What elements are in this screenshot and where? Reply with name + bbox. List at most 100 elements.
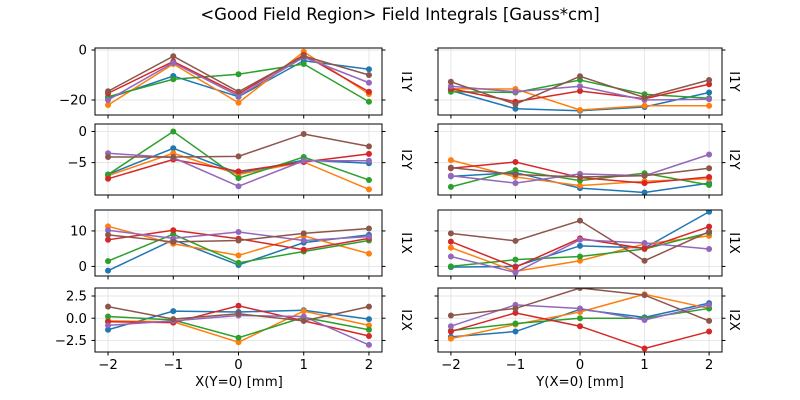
data-point-orange xyxy=(706,102,713,109)
data-point-blue xyxy=(641,189,648,195)
data-point-brown xyxy=(577,73,583,80)
data-point-orange xyxy=(447,157,454,164)
row-label-I1Y: I1Y xyxy=(398,71,413,92)
data-point-brown xyxy=(170,238,177,245)
data-point-purple xyxy=(235,183,242,190)
data-point-brown xyxy=(512,101,519,108)
data-point-red xyxy=(706,81,713,88)
data-point-green xyxy=(235,175,242,182)
data-point-blue xyxy=(512,328,519,335)
data-point-green xyxy=(577,315,583,322)
data-point-orange xyxy=(105,102,112,108)
y-tick-label: 10 xyxy=(70,225,87,240)
data-point-brown xyxy=(577,217,583,224)
data-point-green xyxy=(235,71,242,78)
data-point-green xyxy=(170,76,177,83)
data-point-orange xyxy=(577,257,583,264)
data-point-purple xyxy=(170,59,177,66)
data-point-brown xyxy=(105,88,112,95)
data-point-orange xyxy=(577,182,583,189)
data-point-red xyxy=(512,309,519,316)
data-point-purple xyxy=(706,96,713,103)
data-point-green xyxy=(235,334,242,341)
data-point-green xyxy=(300,61,307,67)
data-point-green xyxy=(447,263,454,270)
x-tick-label: 1 xyxy=(299,358,307,373)
data-point-green xyxy=(105,171,112,178)
data-point-purple xyxy=(577,236,583,243)
data-point-brown xyxy=(170,53,177,60)
data-point-red xyxy=(300,246,307,253)
x-tick-label: 2 xyxy=(365,358,373,373)
x-tick-label: −1 xyxy=(506,358,526,373)
data-point-red xyxy=(706,328,713,335)
data-point-brown xyxy=(706,228,713,235)
data-point-red xyxy=(365,333,372,339)
data-point-brown xyxy=(512,171,519,178)
data-point-blue xyxy=(170,145,177,152)
x-tick-label: −2 xyxy=(441,358,461,373)
data-point-red xyxy=(641,345,648,352)
row-label-I1Y: I1Y xyxy=(726,71,741,92)
subplot-I2X-col1: −2 −1 0 1 2 I2X xyxy=(434,287,741,373)
data-point-red xyxy=(706,173,713,180)
data-point-purple xyxy=(105,227,112,234)
data-point-blue xyxy=(512,105,519,112)
subplot-I1Y-col1: I1Y xyxy=(434,47,741,119)
data-point-brown xyxy=(235,88,242,95)
data-point-blue xyxy=(577,242,583,249)
data-point-green xyxy=(365,326,372,333)
data-point-purple xyxy=(577,83,583,90)
series-line-brown xyxy=(450,288,710,322)
subplot-I2Y-col1: I2Y xyxy=(434,123,741,199)
data-point-red xyxy=(447,238,454,245)
x-tick-label: 2 xyxy=(705,358,713,373)
data-point-purple xyxy=(365,79,372,86)
data-point-blue xyxy=(365,316,372,323)
data-point-red xyxy=(447,328,454,335)
series-group xyxy=(447,151,713,195)
data-point-purple xyxy=(235,93,242,99)
data-point-brown xyxy=(447,230,454,237)
x-tick-label: 0 xyxy=(576,358,584,373)
data-point-brown xyxy=(105,154,112,161)
data-point-purple xyxy=(512,88,519,95)
data-point-orange xyxy=(641,102,648,109)
data-point-purple xyxy=(706,246,713,253)
series-group xyxy=(447,73,713,114)
data-point-brown xyxy=(706,165,713,172)
data-point-green xyxy=(105,313,112,320)
data-point-purple xyxy=(447,323,454,330)
data-point-red xyxy=(365,150,372,157)
y-tick-label: 0.0 xyxy=(66,312,87,327)
data-point-green xyxy=(512,320,519,327)
data-point-red xyxy=(235,168,242,175)
row-label-I2X: I2X xyxy=(726,309,741,331)
data-point-green xyxy=(365,177,372,184)
x-tick-label: −2 xyxy=(98,358,118,373)
data-point-brown xyxy=(706,77,713,83)
y-tick-label: 0 xyxy=(79,260,87,275)
y-tick-label: −5 xyxy=(67,156,87,171)
series-group xyxy=(447,288,713,352)
data-point-purple xyxy=(300,237,307,244)
data-point-brown xyxy=(641,292,648,299)
data-point-red xyxy=(512,264,519,271)
data-point-brown xyxy=(170,316,177,323)
data-point-orange xyxy=(447,244,454,251)
data-point-red xyxy=(235,302,242,309)
y-tick-label: −2.5 xyxy=(55,334,87,349)
x-tick-label: 0 xyxy=(234,358,242,373)
data-point-blue xyxy=(706,210,713,215)
y-tick-label: 0 xyxy=(79,125,87,140)
series-group xyxy=(447,210,713,276)
data-point-green xyxy=(706,182,713,189)
data-point-red xyxy=(365,88,372,95)
data-point-green xyxy=(512,256,519,263)
data-point-purple xyxy=(365,233,372,240)
data-point-brown xyxy=(365,72,372,78)
series-group xyxy=(105,48,372,108)
data-point-purple xyxy=(641,240,648,246)
data-point-purple xyxy=(706,151,713,158)
